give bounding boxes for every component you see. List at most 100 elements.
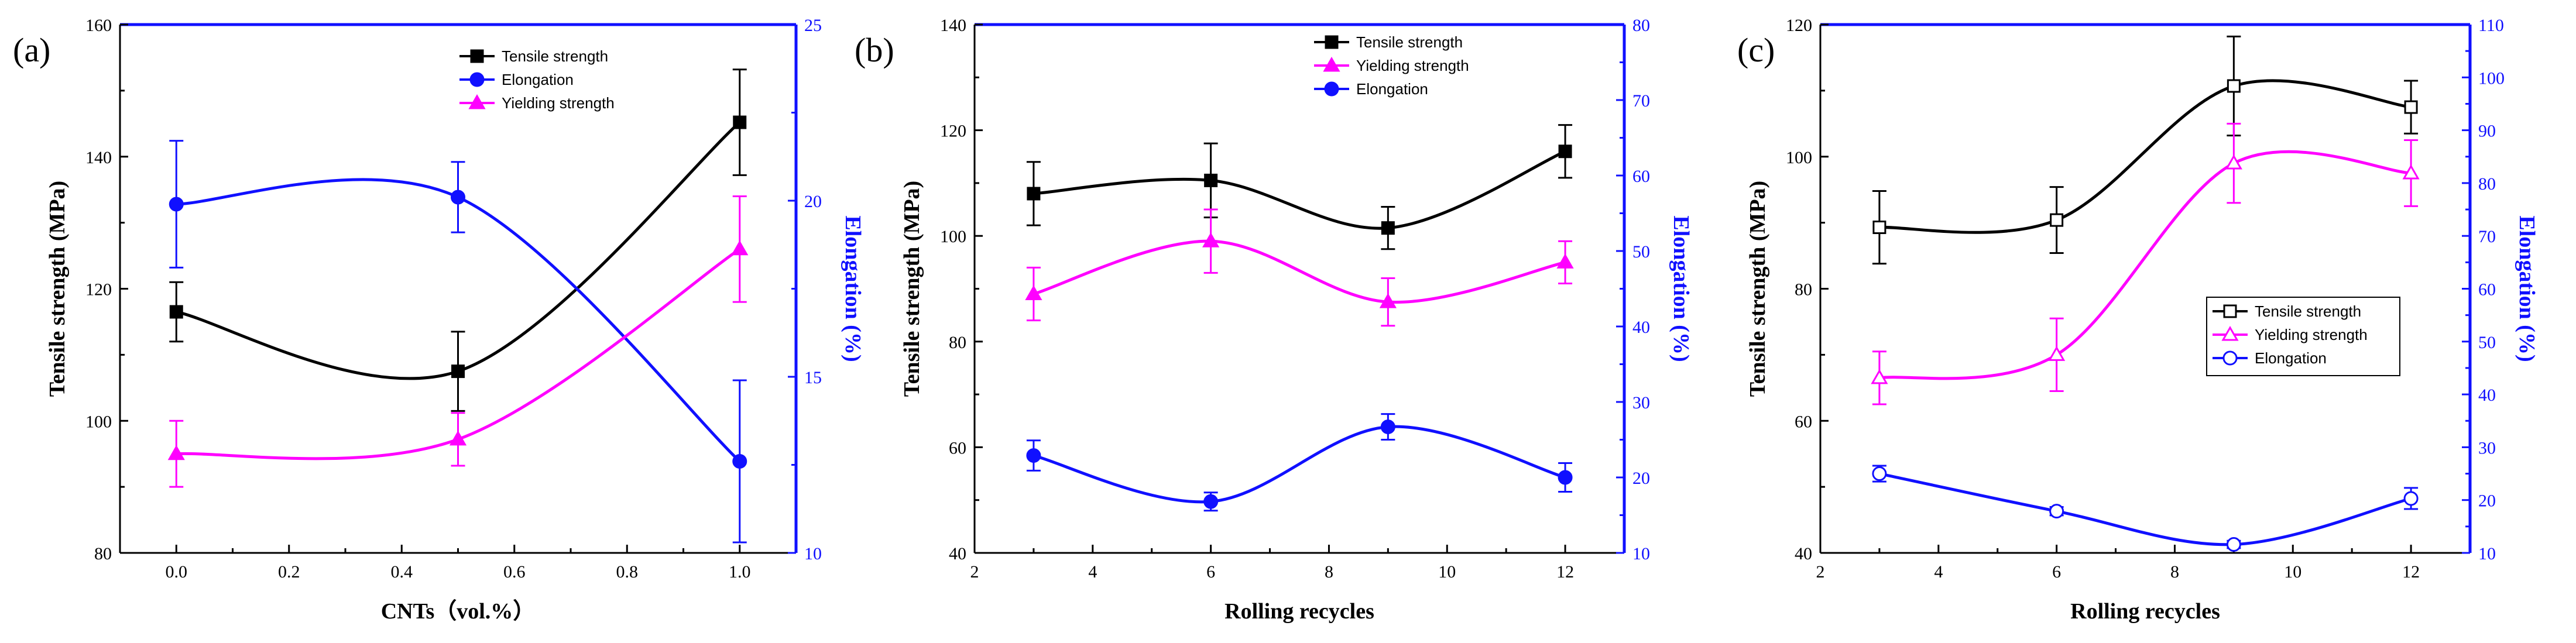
y2-tick-label: 20 bbox=[2478, 491, 2496, 511]
data-point bbox=[731, 240, 749, 256]
x-tick-label: 2 bbox=[970, 562, 979, 582]
y-axis-title: Tensile strength (MPa) bbox=[1745, 181, 1770, 397]
y2-tick-label: 40 bbox=[2478, 386, 2496, 405]
data-point bbox=[1379, 293, 1397, 308]
y-axis-ticks: 40 60 80 100 120 bbox=[1786, 16, 1829, 563]
y2-tick-label: 30 bbox=[1632, 393, 1650, 412]
y2-tick-label: 60 bbox=[2478, 280, 2496, 300]
chart-panel-2: 2 4 6 8 10 12 40 60 80 100 120 140 10 20 30 40 50 60 70 80 R… bbox=[855, 16, 1693, 624]
series-yielding-strength bbox=[1871, 122, 2420, 405]
x-axis-ticks: 2 4 6 8 10 12 bbox=[1816, 545, 2420, 582]
data-point bbox=[1025, 285, 1042, 301]
legend-label: Elongation bbox=[502, 71, 574, 88]
x-tick-label: 6 bbox=[2052, 562, 2061, 582]
x-tick-label: 0.6 bbox=[503, 562, 526, 582]
x-axis-title: Rolling recycles bbox=[2070, 599, 2220, 624]
data-point bbox=[169, 197, 184, 212]
x-axis-title: Rolling recycles bbox=[1224, 599, 1374, 624]
chart-panel-1: 0.0 0.2 0.4 0.6 0.8 1.0 80 100 120 140 160 10 15 20 25… bbox=[13, 16, 865, 624]
y2-tick-label: 25 bbox=[804, 16, 822, 35]
legend-label: Elongation bbox=[1356, 80, 1428, 98]
legend-item: Tensile strength bbox=[459, 47, 608, 65]
y-tick-label: 80 bbox=[1795, 280, 1812, 300]
y-axis-ticks: 40 60 80 100 120 140 bbox=[940, 16, 983, 563]
series-line bbox=[1033, 150, 1566, 230]
y2-tick-label: 80 bbox=[2478, 174, 2496, 194]
data-point bbox=[169, 305, 183, 319]
data-point bbox=[2404, 100, 2418, 114]
data-point bbox=[733, 115, 747, 129]
legend-marker bbox=[2223, 304, 2237, 318]
x-tick-label: 0.8 bbox=[616, 562, 639, 582]
y2-tick-label: 10 bbox=[1632, 544, 1650, 563]
y-tick-label: 120 bbox=[940, 122, 966, 141]
data-point bbox=[2402, 164, 2420, 180]
data-point bbox=[1026, 448, 1041, 463]
y-tick-label: 160 bbox=[85, 16, 112, 35]
y-tick-label: 80 bbox=[949, 333, 966, 352]
x-tick-label: 0.4 bbox=[391, 562, 413, 582]
data-point bbox=[1380, 420, 1395, 435]
legend-label: Yielding strength bbox=[502, 94, 615, 112]
y2-axis-title: Elongation (%) bbox=[2515, 215, 2539, 362]
legend-marker bbox=[1324, 81, 1339, 97]
data-point bbox=[2227, 79, 2241, 93]
legend-item: Yielding strength bbox=[2213, 325, 2368, 343]
y-axis-ticks: 80 100 120 140 160 bbox=[85, 16, 128, 563]
data-point bbox=[1871, 369, 1888, 384]
data-point bbox=[732, 453, 747, 469]
x-tick-label: 6 bbox=[1206, 562, 1215, 582]
series-line bbox=[1879, 79, 2412, 234]
y2-tick-label: 30 bbox=[2478, 438, 2496, 458]
data-point bbox=[1203, 494, 1219, 509]
legend-marker bbox=[1323, 56, 1340, 72]
x-tick-label: 4 bbox=[1088, 562, 1097, 582]
y2-tick-label: 10 bbox=[2478, 544, 2496, 563]
x-axis-ticks: 2 4 6 8 10 12 bbox=[970, 545, 1574, 582]
legend-label: Yielding strength bbox=[1356, 57, 1469, 74]
legend-item: Tensile strength bbox=[2213, 302, 2361, 320]
legend-label: Tensile strength bbox=[502, 47, 608, 65]
y2-tick-label: 70 bbox=[1632, 91, 1650, 111]
data-point bbox=[2050, 213, 2064, 227]
panel-label: (c) bbox=[1737, 31, 1775, 69]
x-tick-label: 8 bbox=[1325, 562, 1333, 582]
legend-label: Elongation bbox=[2255, 349, 2327, 367]
legend-item: Elongation bbox=[2213, 349, 2327, 367]
y-tick-label: 80 bbox=[94, 544, 112, 563]
y-tick-label: 60 bbox=[949, 438, 966, 458]
x-tick-label: 10 bbox=[2284, 562, 2301, 582]
y2-tick-label: 80 bbox=[1632, 16, 1650, 35]
data-point bbox=[167, 445, 185, 460]
y2-tick-label: 20 bbox=[804, 192, 822, 211]
x-tick-label: 10 bbox=[1438, 562, 1456, 582]
x-tick-label: 2 bbox=[1816, 562, 1825, 582]
legend-label: Yielding strength bbox=[2255, 326, 2368, 343]
legend-marker bbox=[1325, 35, 1339, 49]
y-tick-label: 100 bbox=[1786, 148, 1812, 167]
x-tick-label: 0.2 bbox=[278, 562, 300, 582]
legend-marker bbox=[469, 72, 485, 87]
data-point bbox=[2226, 537, 2241, 552]
data-point bbox=[1202, 232, 1220, 247]
legend-item: Elongation bbox=[1314, 80, 1428, 98]
data-point bbox=[1204, 173, 1218, 187]
series-tensile-strength bbox=[1026, 124, 1573, 250]
series-yielding-strength bbox=[1025, 208, 1574, 327]
legend-marker bbox=[2222, 350, 2238, 366]
chart-panel-3: 2 4 6 8 10 1240608010012010203040506070809010… bbox=[1737, 16, 2539, 624]
data-point bbox=[2403, 491, 2419, 506]
data-point bbox=[2225, 154, 2242, 170]
data-point bbox=[1872, 466, 1887, 482]
y2-axis-ticks: 10 20 30 40 50 60 70 80 bbox=[1616, 16, 1650, 563]
y2-tick-label: 50 bbox=[2478, 333, 2496, 352]
legend-item: Elongation bbox=[459, 71, 574, 88]
y2-tick-label: 50 bbox=[1632, 242, 1650, 262]
y2-tick-label: 15 bbox=[804, 368, 822, 387]
legend-marker bbox=[2221, 325, 2239, 341]
y2-tick-label: 10 bbox=[804, 544, 822, 563]
series-elongation bbox=[1026, 413, 1573, 512]
data-point bbox=[1558, 470, 1573, 485]
series-yielding-strength bbox=[167, 195, 749, 488]
